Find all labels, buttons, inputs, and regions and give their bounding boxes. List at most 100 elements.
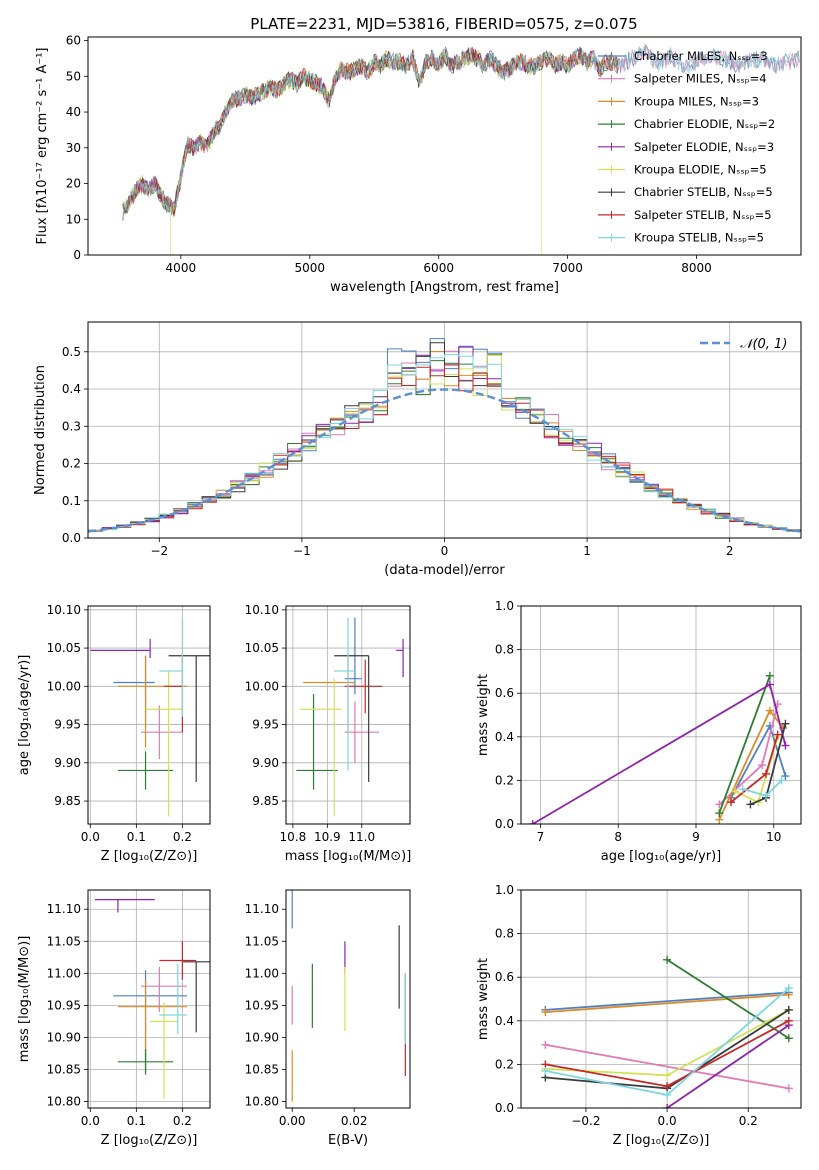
x-axis-label: wavelength [Angstrom, rest frame] bbox=[330, 280, 559, 295]
weight-line bbox=[545, 991, 789, 1011]
x-tick-label: 8 bbox=[614, 830, 622, 844]
residual-histogram-panel: −2 −1 0 1 2 0.0 0.1 0.2 0.3 0.4 0.5 (data-model)/er… bbox=[33, 321, 802, 578]
weight-vs-metallicity-panel: −0.2 0.0 0.2 0.0 0.2 0.4 0.6 0.8 1.0 Z [log₁₀(Z/Z… bbox=[476, 883, 802, 1148]
plot-area bbox=[296, 617, 404, 817]
y-axis-label: mass weight bbox=[476, 674, 491, 756]
y-tick-label: 1.0 bbox=[495, 883, 514, 897]
y-tick-label: 10.85 bbox=[245, 1063, 279, 1077]
x-tick-label: 10.9 bbox=[314, 830, 341, 844]
y-tick-label: 0.2 bbox=[62, 457, 81, 471]
y-tick-label: 20 bbox=[66, 177, 81, 191]
legend-entry: Chabrier STELIB, Nₛₛₚ=5 bbox=[634, 185, 773, 199]
y-axis-label: age [log₁₀(age/yr)] bbox=[17, 655, 32, 776]
axes-frame bbox=[285, 889, 411, 1109]
x-tick-label: −1 bbox=[293, 544, 311, 558]
y-tick-label: 60 bbox=[66, 34, 81, 48]
y-tick-label: 10 bbox=[66, 212, 81, 226]
y-tick-label: 9.85 bbox=[54, 794, 81, 808]
y-tick-label: 11.05 bbox=[245, 934, 279, 948]
legend-entry: Kroupa ELODIE, Nₛₛₚ=5 bbox=[634, 163, 767, 177]
y-tick-label: 0.3 bbox=[62, 419, 81, 433]
y-tick-label: 10.90 bbox=[245, 1030, 279, 1044]
x-axis-label: mass [log₁₀(M/M⊙)] bbox=[285, 849, 412, 864]
plot-area bbox=[88, 338, 801, 533]
mass-vs-metallicity-panel: 0.0 0.1 0.2 10.80 10.85 10.90 10.95 11.00 11.05 1… bbox=[17, 889, 211, 1148]
y-tick-label: 40 bbox=[66, 105, 81, 119]
age-vs-mass-panel: 10.8 10.9 11.0 9.85 9.90 9.95 10.00 10.05 10.10 m… bbox=[245, 603, 412, 864]
x-tick-label: 10.8 bbox=[280, 830, 307, 844]
axes-frame bbox=[520, 889, 802, 1109]
x-axis-label: Z [log₁₀(Z/Z⊙)] bbox=[101, 1133, 198, 1148]
x-tick-label: 0.1 bbox=[127, 830, 146, 844]
x-tick-label: 0.2 bbox=[173, 1114, 192, 1128]
x-tick-label: 0.2 bbox=[173, 830, 192, 844]
legend-entry: Salpeter MILES, Nₛₛₚ=4 bbox=[634, 72, 767, 86]
legend-entry: Chabrier MILES, Nₛₛₚ=3 bbox=[634, 49, 768, 63]
y-tick-label: 0.8 bbox=[495, 643, 514, 657]
x-tick-label: −2 bbox=[150, 544, 168, 558]
y-tick-label: 10.80 bbox=[47, 1095, 81, 1109]
y-tick-label: 11.10 bbox=[245, 902, 279, 916]
y-tick-label: 10.80 bbox=[245, 1095, 279, 1109]
y-tick-label: 0.0 bbox=[495, 1101, 514, 1115]
y-tick-label: 0 bbox=[73, 248, 81, 262]
x-tick-label: 8000 bbox=[681, 261, 712, 275]
axes-frame bbox=[520, 605, 802, 825]
y-tick-label: 9.95 bbox=[54, 718, 81, 732]
plot-area bbox=[528, 671, 790, 824]
y-tick-label: 0.5 bbox=[62, 345, 81, 359]
y-tick-label: 10.10 bbox=[245, 603, 279, 617]
gaussian-curve bbox=[88, 388, 801, 533]
axes-frame bbox=[87, 605, 211, 825]
axes-frame bbox=[87, 321, 802, 539]
y-tick-label: 0.4 bbox=[495, 730, 514, 744]
y-tick-label: 10.00 bbox=[47, 679, 81, 693]
plot-area bbox=[291, 890, 406, 1102]
y-tick-label: 0.1 bbox=[62, 494, 81, 508]
x-tick-label: 10 bbox=[766, 830, 781, 844]
y-tick-label: 10.05 bbox=[245, 641, 279, 655]
weight-line bbox=[545, 1043, 789, 1090]
x-tick-label: 0 bbox=[441, 544, 449, 558]
legend-entry: Salpeter ELODIE, Nₛₛₚ=3 bbox=[634, 140, 774, 154]
plot-area bbox=[122, 43, 800, 255]
weight-line bbox=[666, 1024, 790, 1108]
weight-line bbox=[718, 675, 771, 814]
axes-frame bbox=[87, 36, 802, 256]
x-tick-label: 0.02 bbox=[341, 1114, 368, 1128]
x-axis-label: Z [log₁₀(Z/Z⊙)] bbox=[101, 849, 198, 864]
weight-line bbox=[666, 959, 790, 1039]
figure-title: PLATE=2231, MJD=53816, FIBERID=0575, z=0… bbox=[250, 15, 637, 33]
x-tick-label: 0.0 bbox=[658, 1114, 677, 1128]
y-tick-label: 10.90 bbox=[47, 1030, 81, 1044]
plot-area bbox=[90, 617, 210, 817]
x-axis-label: (data-model)/error bbox=[384, 563, 505, 578]
spectrum-line bbox=[122, 46, 619, 216]
legend-entry: Kroupa STELIB, Nₛₛₚ=5 bbox=[634, 231, 764, 245]
y-tick-label: 9.90 bbox=[252, 756, 279, 770]
observed-spectrum-line bbox=[122, 46, 800, 211]
y-tick-label: 30 bbox=[66, 141, 81, 155]
y-tick-label: 0.4 bbox=[62, 382, 81, 396]
x-axis-label: E(B-V) bbox=[328, 1133, 368, 1148]
y-tick-label: 0.2 bbox=[495, 773, 514, 787]
y-tick-label: 0.6 bbox=[495, 970, 514, 984]
x-tick-label: 5000 bbox=[294, 261, 325, 275]
y-tick-label: 9.95 bbox=[252, 718, 279, 732]
y-tick-label: 10.95 bbox=[245, 998, 279, 1012]
y-tick-label: 0.8 bbox=[495, 927, 514, 941]
y-tick-label: 11.10 bbox=[47, 902, 81, 916]
x-tick-label: 0.00 bbox=[279, 1114, 306, 1128]
y-tick-label: 9.85 bbox=[252, 794, 279, 808]
y-tick-label: 10.05 bbox=[47, 641, 81, 655]
x-tick-label: 0.0 bbox=[81, 1114, 100, 1128]
y-tick-label: 0.6 bbox=[495, 686, 514, 700]
y-tick-label: 10.00 bbox=[245, 679, 279, 693]
y-axis-label: Normed distribution bbox=[33, 365, 48, 495]
legend-entry: Kroupa MILES, Nₛₛₚ=3 bbox=[634, 94, 759, 108]
y-tick-label: 50 bbox=[66, 69, 81, 83]
x-tick-label: 6000 bbox=[423, 261, 454, 275]
x-tick-label: 4000 bbox=[166, 261, 197, 275]
y-tick-label: 0.0 bbox=[62, 531, 81, 545]
y-tick-label: 10.85 bbox=[47, 1063, 81, 1077]
